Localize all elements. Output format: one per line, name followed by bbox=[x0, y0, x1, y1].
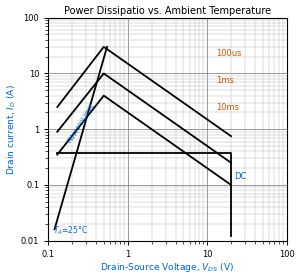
Text: Rds(on)Limit: Rds(on)Limit bbox=[65, 101, 95, 144]
Y-axis label: Drain current, $I_D$ (A): Drain current, $I_D$ (A) bbox=[6, 84, 18, 174]
Text: 10ms: 10ms bbox=[216, 102, 239, 111]
Text: 100us: 100us bbox=[216, 49, 242, 58]
X-axis label: Drain-Source Voltage, $V_{DS}$ (V): Drain-Source Voltage, $V_{DS}$ (V) bbox=[100, 262, 235, 274]
Title: Power Dissipatio vs. Ambient Temperature: Power Dissipatio vs. Ambient Temperature bbox=[64, 6, 271, 16]
Text: DC: DC bbox=[234, 172, 247, 181]
Text: 1ms: 1ms bbox=[216, 76, 234, 85]
Text: $T_A$=25°C: $T_A$=25°C bbox=[53, 225, 88, 237]
